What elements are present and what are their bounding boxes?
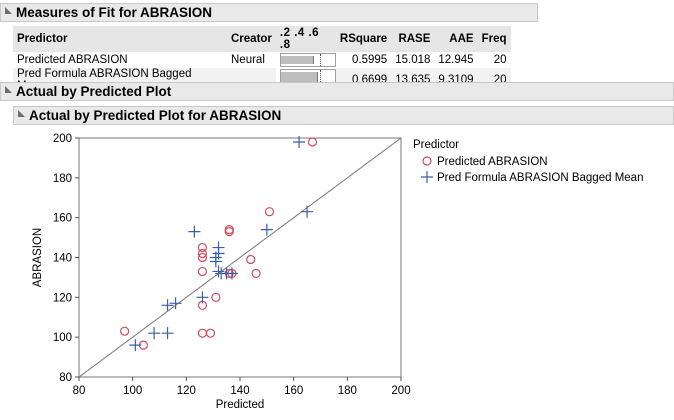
x-tick-label: 200 xyxy=(391,385,410,397)
x-tick-label: 120 xyxy=(177,385,196,397)
data-points xyxy=(120,135,318,352)
table-row: Predicted ABRASION Neural 0.5995 15.018 … xyxy=(13,52,511,68)
circle-marker-icon xyxy=(422,156,432,166)
data-point-circle[interactable] xyxy=(197,242,208,253)
measures-of-fit-title: Measures of Fit for ABRASION xyxy=(16,5,213,20)
data-point-circle[interactable] xyxy=(205,328,216,338)
data-point-circle[interactable] xyxy=(197,248,208,259)
data-point-plus[interactable] xyxy=(169,297,182,310)
y-tick-label: 120 xyxy=(53,292,72,304)
data-point-circle[interactable] xyxy=(307,137,318,147)
x-tick-label: 100 xyxy=(123,385,142,397)
y-axis: 80 100 120 140 160 180 200 xyxy=(53,133,79,384)
measures-of-fit-table: Predictor Creator .2 .4 .6 .8 RSquare RA… xyxy=(13,26,511,92)
rase-cell: 15.018 xyxy=(395,54,431,66)
disclosure-triangle-icon[interactable] xyxy=(5,7,12,14)
data-point-circle[interactable] xyxy=(264,207,275,217)
data-point-plus[interactable] xyxy=(260,223,273,236)
plus-marker-icon xyxy=(421,171,433,183)
y-tick-label: 160 xyxy=(53,213,72,225)
x-axis-label: Predicted xyxy=(216,399,265,411)
data-point-plus[interactable] xyxy=(161,299,174,312)
x-axis: 80 100 120 140 160 180 200 xyxy=(73,377,411,397)
col-creator[interactable]: Creator xyxy=(227,26,276,52)
data-point-circle[interactable] xyxy=(197,252,208,263)
data-point-circle[interactable] xyxy=(251,268,261,279)
y-tick-label: 100 xyxy=(53,332,72,344)
legend-label: Predicted ABRASION xyxy=(437,156,548,168)
data-point-circle[interactable] xyxy=(120,326,130,336)
freq-cell: 20 xyxy=(493,54,507,66)
data-point-plus[interactable] xyxy=(161,327,174,340)
data-point-circle[interactable] xyxy=(211,292,221,302)
reference-line xyxy=(78,137,402,378)
x-tick-label: 180 xyxy=(338,385,357,397)
col-freq[interactable]: Freq xyxy=(477,26,511,52)
predictor-cell: Predicted ABRASION xyxy=(17,54,128,66)
data-point-plus[interactable] xyxy=(129,339,142,352)
actual-by-predicted-title: Actual by Predicted Plot xyxy=(16,84,172,99)
legend-label: Pred Formula ABRASION Bagged Mean xyxy=(437,172,643,184)
plot-for-abrasion-header[interactable]: Actual by Predicted Plot for ABRASION xyxy=(13,106,674,125)
legend-item[interactable]: Pred Formula ABRASION Bagged Mean xyxy=(421,171,643,184)
rsquare-bar-cell xyxy=(276,52,336,68)
disclosure-triangle-icon[interactable] xyxy=(5,86,12,93)
y-axis-label: ABRASION xyxy=(32,228,44,287)
aae-cell: 12.945 xyxy=(438,54,474,66)
legend-title: Predictor xyxy=(413,139,459,151)
data-point-plus[interactable] xyxy=(212,265,225,278)
data-point-plus[interactable] xyxy=(225,267,238,280)
col-predictor[interactable]: Predictor xyxy=(13,26,227,52)
data-point-plus[interactable] xyxy=(196,291,209,304)
data-point-plus[interactable] xyxy=(301,205,314,218)
data-point-plus[interactable] xyxy=(212,241,225,254)
data-point-circle[interactable] xyxy=(197,266,208,277)
y-tick-label: 80 xyxy=(59,372,72,384)
y-tick-label: 180 xyxy=(53,173,72,185)
actual-by-predicted-plot[interactable]: 80 100 120 140 160 180 200 80 100 120 140 160 180 20… xyxy=(0,130,674,420)
legend-item[interactable]: Predicted ABRASION xyxy=(422,156,548,168)
plot-for-abrasion-title: Actual by Predicted Plot for ABRASION xyxy=(29,108,282,123)
disclosure-triangle-icon[interactable] xyxy=(18,110,25,117)
y-tick-label: 140 xyxy=(53,253,72,265)
rsquare-bar xyxy=(280,56,315,64)
col-rase[interactable]: RASE xyxy=(391,26,435,52)
measures-of-fit-header[interactable]: Measures of Fit for ABRASION xyxy=(0,3,538,22)
data-point-plus[interactable] xyxy=(293,135,306,148)
x-tick-label: 160 xyxy=(284,385,303,397)
data-point-plus[interactable] xyxy=(148,327,161,340)
data-point-plus[interactable] xyxy=(188,225,201,238)
data-point-circle[interactable] xyxy=(246,254,256,265)
actual-by-predicted-header[interactable]: Actual by Predicted Plot xyxy=(0,82,674,101)
data-point-circle[interactable] xyxy=(224,225,234,235)
col-rsquare-bar[interactable]: .2 .4 .6 .8 xyxy=(275,26,336,52)
creator-cell: Neural xyxy=(231,54,265,66)
x-tick-label: 80 xyxy=(73,385,86,397)
col-aae[interactable]: AAE xyxy=(434,26,478,52)
x-tick-label: 140 xyxy=(230,385,249,397)
col-rsquare[interactable]: RSquare xyxy=(335,26,392,52)
legend: Predictor Predicted ABRASION Pred Formul… xyxy=(413,139,643,184)
y-tick-label: 200 xyxy=(53,133,72,145)
rsquare-cell: 0.5995 xyxy=(352,54,388,66)
